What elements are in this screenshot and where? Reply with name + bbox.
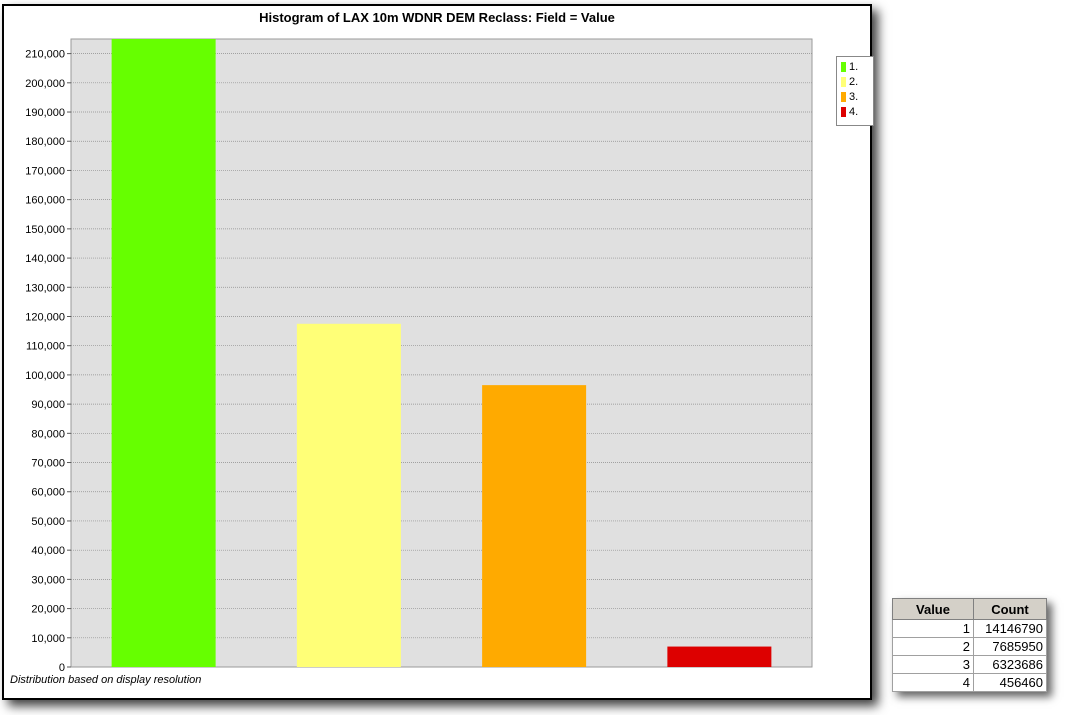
y-tick-label: 40,000 — [31, 545, 65, 557]
y-tick-label: 30,000 — [31, 574, 65, 586]
chart-window: 0 10,000 20,000 30,000 40,000 50,000 60,000 70,… — [2, 4, 874, 700]
cell-count: 6323686 — [973, 655, 1047, 674]
y-tick-label: 90,000 — [31, 399, 65, 411]
histogram-chart: 0 10,000 20,000 30,000 40,000 50,000 60,000 70,… — [25, 38, 813, 674]
y-tick-label: 50,000 — [31, 516, 65, 528]
y-tick-label: 180,000 — [25, 136, 65, 148]
legend-label: 3. — [849, 91, 859, 103]
legend-label: 1. — [849, 61, 859, 73]
cell-value: 2 — [892, 637, 974, 656]
legend-item: 4. — [841, 106, 858, 118]
y-tick-label: 190,000 — [25, 107, 65, 119]
column-header-count[interactable]: Count — [973, 598, 1047, 620]
y-tick-label: 140,000 — [25, 253, 65, 265]
legend-swatch — [841, 77, 846, 88]
y-tick-label: 80,000 — [31, 428, 65, 440]
y-tick-label: 110,000 — [26, 341, 65, 353]
table-row[interactable]: 3 6323686 — [892, 655, 1047, 674]
y-tick-label: 150,000 — [25, 224, 65, 236]
legend-item: 3. — [841, 91, 858, 103]
y-tick-label: 60,000 — [31, 487, 65, 499]
table-header-row: Value Count — [892, 598, 1047, 620]
y-tick-label: 70,000 — [31, 458, 65, 470]
column-header-value[interactable]: Value — [892, 598, 974, 620]
table-row[interactable]: 2 7685950 — [892, 637, 1047, 656]
y-tick-label: 200,000 — [25, 78, 65, 90]
cell-count: 7685950 — [973, 637, 1047, 656]
legend-label: 2. — [849, 76, 859, 88]
legend-swatch — [841, 107, 846, 118]
bar-1 — [111, 39, 216, 667]
value-count-table: Value Count 1 14146790 2 7685950 3 63236… — [892, 598, 1047, 692]
cell-count: 456460 — [973, 673, 1047, 692]
cell-value: 1 — [892, 619, 974, 638]
table-row[interactable]: 1 14146790 — [892, 619, 1047, 638]
legend-label: 4. — [849, 106, 859, 118]
chart-legend: 1. 2. 3. 4. — [836, 56, 874, 126]
y-tick-label: 160,000 — [25, 195, 65, 207]
legend-swatch — [841, 92, 846, 103]
y-tick-label: 210,000 — [25, 49, 65, 61]
cell-count: 14146790 — [973, 619, 1047, 638]
chart-footnote: Distribution based on display resolution — [10, 674, 202, 686]
y-tick-label: 130,000 — [25, 282, 65, 294]
bar-4 — [667, 646, 772, 667]
legend-item: 2. — [841, 76, 858, 88]
y-tick-label: 10,000 — [31, 633, 65, 645]
y-tick-label: 170,000 — [25, 165, 65, 177]
legend-swatch — [841, 62, 846, 73]
chart-title: Histogram of LAX 10m WDNR DEM Reclass: F… — [259, 10, 615, 25]
y-tick-label: 0 — [59, 662, 65, 674]
legend-item: 1. — [841, 61, 858, 73]
cell-value: 4 — [892, 673, 974, 692]
y-tick-label: 120,000 — [25, 311, 65, 323]
bar-2 — [296, 323, 401, 667]
cell-value: 3 — [892, 655, 974, 674]
bar-3 — [482, 385, 587, 667]
y-tick-label: 20,000 — [31, 604, 65, 616]
table-row[interactable]: 4 456460 — [892, 673, 1047, 692]
y-tick-label: 100,000 — [25, 370, 65, 382]
